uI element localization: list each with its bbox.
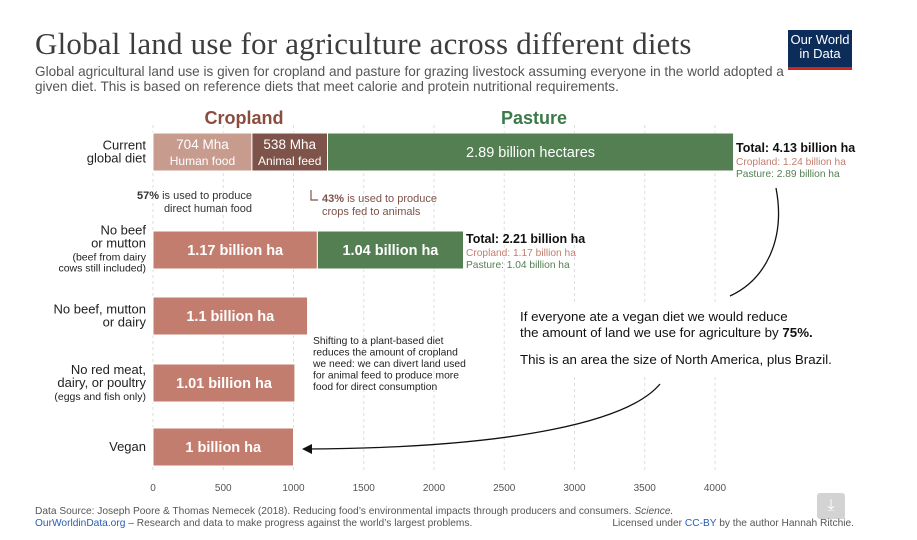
- license-suffix: by the author Hannah Ritchie.: [716, 518, 854, 529]
- owid-footer: OurWorldinData.org – Research and data t…: [35, 518, 472, 529]
- callout-connector: [729, 187, 780, 297]
- animal-feed-bracket: [310, 190, 318, 201]
- vegan-callout-line2: the amount of land we use for agricultur…: [520, 325, 813, 340]
- bar-pasture: [316, 230, 465, 270]
- bar-cropland: [152, 427, 294, 467]
- vegan-arrow: [302, 383, 661, 454]
- plant-based-note-line: Shifting to a plant-based diet: [313, 336, 444, 347]
- total-value: 2.21 billion ha: [503, 232, 587, 246]
- bar-cropland: [152, 296, 309, 336]
- x-tick-label: 1500: [353, 483, 376, 494]
- vegan-callout-text: the amount of land we use for agricultur…: [520, 325, 782, 340]
- source-text: Data Source: Joseph Poore & Thomas Nemec…: [35, 506, 635, 517]
- bar-value-label: 1.01 billion ha: [176, 376, 273, 392]
- vegan-callout-pct: 75%.: [782, 325, 812, 340]
- category-label: dairy, or poultry: [57, 375, 146, 390]
- pasture-header: Pasture: [501, 108, 567, 128]
- bar-value-label: 1.17 billion ha: [187, 243, 284, 259]
- total-prefix: Total:: [466, 232, 503, 246]
- license-link[interactable]: CC-BY: [684, 518, 717, 529]
- x-tick-label: 0: [150, 483, 156, 494]
- logo-line-1: Our World: [790, 32, 850, 47]
- bar-human-food: [152, 132, 253, 172]
- source-journal: Science.: [634, 506, 674, 517]
- bar-value-label: 538 Mha: [263, 137, 316, 152]
- plant-based-note-line: we need: we can divert land used: [312, 359, 466, 370]
- total-label: Total: 4.13 billion ha: [736, 141, 856, 155]
- vegan-callout-bg: [512, 304, 864, 374]
- chart-subtitle: Global agricultural land use is given fo…: [35, 64, 784, 94]
- plant-based-note-line: food for direct consumption: [313, 382, 437, 393]
- bar-cropland: [152, 230, 318, 270]
- category-label: Current: [103, 138, 147, 153]
- category-label: Vegan: [109, 439, 146, 454]
- category-label: (eggs and fish only): [54, 391, 146, 403]
- human-food-share-pct: 57%: [137, 190, 159, 202]
- owid-link[interactable]: OurWorldinData.org: [35, 518, 126, 529]
- bar-value-label: 704 Mha: [176, 137, 229, 152]
- category-label: No beef, mutton: [54, 302, 147, 317]
- vegan-callout-line3: This is an area the size of North Americ…: [520, 352, 832, 367]
- x-tick-label: 1000: [282, 483, 305, 494]
- human-food-share-text: is used to produce: [159, 190, 252, 202]
- category-label: or mutton: [91, 236, 146, 251]
- bar-value-label: 2.89 billion hectares: [466, 145, 595, 161]
- category-label: No red meat,: [71, 362, 146, 377]
- bar-segment-label: Human food: [170, 154, 235, 168]
- bar-animal-feed: [251, 132, 329, 172]
- x-tick-label: 3500: [634, 483, 657, 494]
- total-label: Total: 2.21 billion ha: [466, 232, 586, 246]
- owid-tagline: – Research and data to make progress aga…: [125, 518, 473, 529]
- x-tick-label: 4000: [704, 483, 727, 494]
- total-cropland: Cropland: 1.17 billion ha: [466, 248, 576, 259]
- plant-based-note-line: reduces the amount of cropland: [313, 348, 458, 359]
- animal-feed-share-pct: 43%: [322, 193, 344, 205]
- bar-value-label: 1.04 billion ha: [342, 243, 439, 259]
- bar-cropland: [152, 363, 296, 403]
- animal-feed-share: 43% is used to produce: [322, 193, 437, 205]
- category-label: (beef from dairy: [72, 252, 146, 264]
- animal-feed-share-line2: crops fed to animals: [322, 206, 421, 218]
- plant-based-note-line: for animal feed to produce more: [313, 371, 459, 382]
- logo-line-2: in Data: [799, 46, 841, 61]
- total-value: 4.13 billion ha: [773, 141, 857, 155]
- bar-pasture: [327, 132, 735, 172]
- animal-feed-share-text: is used to produce: [344, 193, 437, 205]
- land-use-chart: 0 500 1000 1500 2000 2500 3000 3500 4000 Croplan…: [53, 108, 864, 494]
- x-tick-label: 2000: [423, 483, 446, 494]
- category-label: cows still included): [58, 263, 146, 275]
- human-food-share: 57% is used to produce: [137, 190, 252, 202]
- bar-value-label: 1 billion ha: [185, 440, 262, 456]
- data-source: Data Source: Joseph Poore & Thomas Nemec…: [35, 506, 673, 517]
- download-icon[interactable]: ⤓: [817, 493, 845, 519]
- chart-title: Global land use for agriculture across d…: [35, 26, 692, 61]
- total-pasture: Pasture: 1.04 billion ha: [466, 260, 570, 271]
- human-food-share-line2: direct human food: [164, 203, 252, 215]
- x-tick-label: 500: [215, 483, 232, 494]
- category-label: or dairy: [103, 315, 147, 330]
- x-tick-label: 3000: [563, 483, 586, 494]
- owid-logo[interactable]: Our World in Data: [788, 30, 852, 70]
- bar-segment-label: Animal feed: [258, 154, 321, 168]
- total-prefix: Total:: [736, 141, 773, 155]
- category-label: global diet: [87, 151, 147, 166]
- total-pasture: Pasture: 2.89 billion ha: [736, 169, 840, 180]
- license-prefix: Licensed under: [612, 518, 685, 529]
- x-tick-label: 2500: [493, 483, 516, 494]
- license: Licensed under CC-BY by the author Hanna…: [612, 518, 854, 529]
- cropland-header: Cropland: [205, 108, 284, 128]
- vegan-callout-line1: If everyone ate a vegan diet we would re…: [520, 309, 788, 324]
- bar-value-label: 1.1 billion ha: [186, 309, 275, 325]
- category-label: No beef: [100, 223, 146, 238]
- total-cropland: Cropland: 1.24 billion ha: [736, 157, 846, 168]
